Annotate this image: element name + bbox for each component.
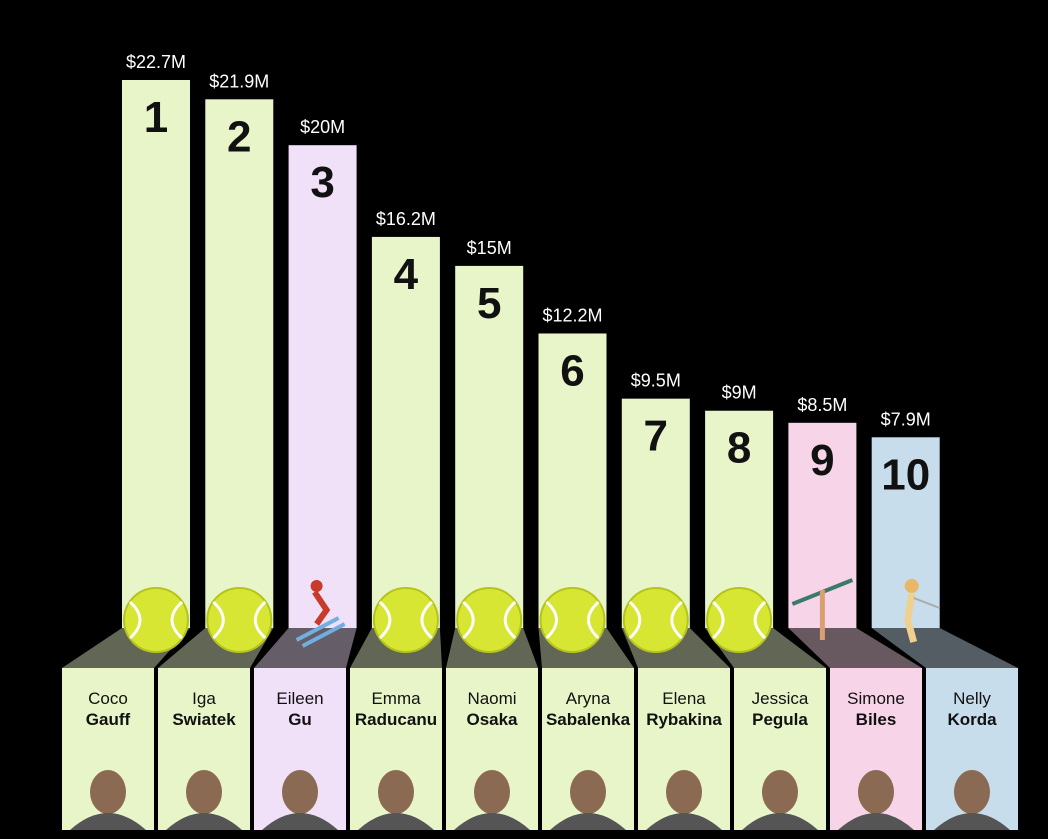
athlete-first-name: Simone [847, 689, 905, 708]
platform-top-3 [254, 628, 357, 668]
athlete-first-name: Coco [88, 689, 128, 708]
athlete-last-name: Korda [947, 710, 997, 729]
bar-4 [371, 236, 440, 628]
rank-label: 10 [881, 450, 930, 499]
athlete-last-name: Biles [856, 710, 897, 729]
tennis-ball-icon [622, 587, 689, 653]
athlete-last-name: Osaka [466, 710, 518, 729]
bar-1 [122, 80, 190, 628]
athlete-last-name: Rybakina [646, 710, 722, 729]
rank-label: 4 [394, 250, 419, 299]
value-label: $15M [467, 238, 512, 258]
avatar [934, 770, 1010, 830]
tennis-ball-icon [123, 587, 189, 653]
tennis-ball-icon [372, 587, 439, 653]
athlete-last-name: Swiatek [172, 710, 236, 729]
tennis-ball-icon [206, 587, 273, 653]
avatar [838, 770, 914, 830]
bar-10 [871, 437, 940, 628]
tennis-ball-icon [539, 587, 606, 653]
rank-label: 2 [227, 112, 251, 161]
athlete-last-name: Gu [288, 710, 312, 729]
athlete-last-name: Gauff [86, 710, 131, 729]
platform-layer: Coco Gauff Iga Swiatek Eileen Gu Emma Raducanu N… [62, 628, 1018, 830]
avatar [358, 770, 434, 830]
athlete-first-name: Iga [192, 689, 216, 708]
avatar [166, 770, 242, 830]
value-label: $9.5M [631, 371, 681, 391]
athlete-first-name: Eileen [276, 689, 323, 708]
rank-label: 3 [310, 158, 334, 207]
bar-5 [455, 265, 524, 628]
value-label: $22.7M [126, 52, 186, 72]
athlete-last-name: Pegula [752, 710, 808, 729]
bar-6 [538, 333, 607, 628]
athlete-last-name: Sabalenka [546, 710, 631, 729]
platform-top-10 [871, 628, 1018, 668]
athlete-first-name: Elena [662, 689, 706, 708]
value-label: $21.9M [209, 71, 269, 91]
golfer-icon [904, 579, 941, 643]
athlete-last-name: Raducanu [355, 710, 437, 729]
avatar [646, 770, 722, 830]
tennis-ball-icon [706, 587, 773, 653]
athlete-first-name: Jessica [752, 689, 809, 708]
value-label: $12.2M [542, 305, 602, 325]
bar-3 [288, 145, 357, 629]
rank-label: 1 [144, 93, 168, 142]
value-label: $9M [722, 383, 757, 403]
value-label: $8.5M [797, 395, 847, 415]
athlete-first-name: Naomi [467, 689, 516, 708]
gymnast-icon [791, 578, 854, 640]
avatar [742, 770, 818, 830]
tennis-ball-icon [456, 587, 523, 653]
avatar [262, 770, 338, 830]
avatar [550, 770, 626, 830]
avatar [70, 770, 146, 830]
bars-layer: $22.7M 1 $21.9M 2 $20M 3 $16.2M 4 $15M 5 $12.2M 6 $9… [122, 52, 941, 653]
value-label: $16.2M [376, 209, 436, 229]
rank-label: 5 [477, 279, 501, 328]
athlete-first-name: Emma [371, 689, 421, 708]
athlete-first-name: Aryna [566, 689, 611, 708]
avatar [454, 770, 530, 830]
skier-icon [295, 580, 346, 648]
bar-2 [205, 99, 274, 629]
value-label: $7.9M [881, 409, 931, 429]
athlete-first-name: Nelly [953, 689, 991, 708]
rank-label: 7 [644, 412, 668, 461]
rank-label: 8 [727, 424, 751, 473]
rank-label: 9 [810, 436, 834, 485]
rank-label: 6 [560, 346, 584, 395]
value-label: $20M [300, 117, 345, 137]
